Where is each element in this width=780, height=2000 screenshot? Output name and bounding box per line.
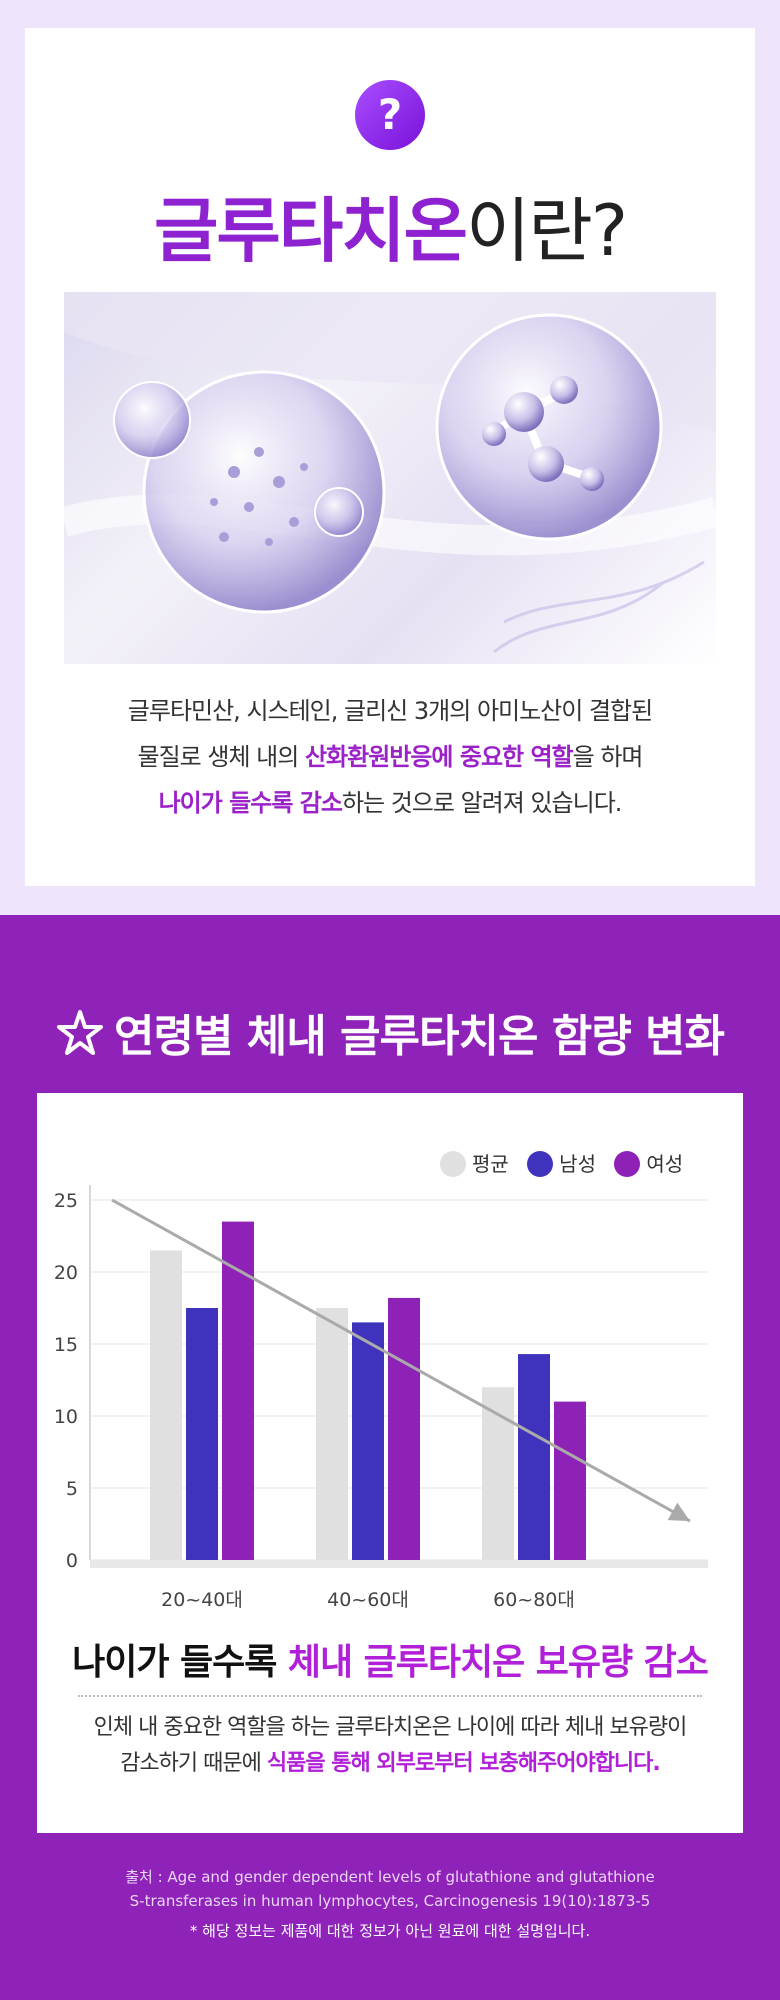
molecule-image <box>64 292 716 654</box>
note-line-2: 감소하기 때문에 식품을 통해 외부로부터 보충해주어야합니다. <box>0 1746 780 1782</box>
source-line-1: 출처 : Age and gender dependent levels of … <box>125 1868 655 1886</box>
legend-dot-male <box>527 1151 554 1177</box>
intro-line-2-highlight: 산화환원반응에 중요한 역할 <box>304 743 574 771</box>
page-title: 글루타치온이란? <box>0 175 780 276</box>
conclusion-highlight: 체내 글루타치온 보유량 감소 <box>287 1642 709 1683</box>
intro-line-2-post: 을 하며 <box>572 743 644 771</box>
intro-section: ? 글루타치온이란? <box>0 0 780 915</box>
intro-line-3: 나이가 들수록 감소하는 것으로 알려져 있습니다. <box>0 780 780 826</box>
legend-item-avg: 평균 <box>440 1148 509 1177</box>
intro-line-3-highlight: 나이가 들수록 감소 <box>158 789 343 817</box>
section-title: 연령별 체내 글루타치온 함량 변화 <box>0 1000 780 1064</box>
note-line-1: 인체 내 중요한 역할을 하는 글루타치온은 나이에 따라 체내 보유량이 <box>93 1715 688 1740</box>
star-icon <box>57 1010 103 1055</box>
legend-label-female: 여성 <box>646 1152 684 1176</box>
question-mark-icon: ? <box>355 80 425 150</box>
conclusion-pre: 나이가 들수록 <box>72 1642 288 1683</box>
legend-dot-avg <box>440 1151 466 1177</box>
intro-line-3-post: 하는 것으로 알려져 있습니다. <box>341 789 622 817</box>
legend-item-female: 여성 <box>614 1148 683 1177</box>
legend-label-avg: 평균 <box>472 1152 509 1176</box>
source-citation: 출처 : Age and gender dependent levels of … <box>0 1865 780 1913</box>
source-line-2: S-transferases in human lymphocytes, Car… <box>129 1892 651 1910</box>
chart-note: 인체 내 중요한 역할을 하는 글루타치온은 나이에 따라 체내 보유량이 감소… <box>0 1710 780 1782</box>
note-line-2-highlight: 식품을 통해 외부로부터 보충해주어야합니다. <box>266 1751 661 1776</box>
chart-legend: 평균 남성 여성 <box>440 1148 695 1177</box>
intro-description: 글루타민산, 시스테인, 글리신 3개의 아미노산이 결합된 물질로 생체 내의… <box>0 688 780 826</box>
section-title-text: 연령별 체내 글루타치온 함량 변화 <box>114 1011 725 1062</box>
note-line-2-pre: 감소하기 때문에 <box>120 1751 267 1776</box>
intro-line-2: 물질로 생체 내의 산화환원반응에 중요한 역할을 하며 <box>0 734 780 780</box>
molecule-illustration <box>64 292 716 664</box>
legend-item-male: 남성 <box>527 1148 596 1177</box>
chart-conclusion: 나이가 들수록 체내 글루타치온 보유량 감소 <box>0 1633 780 1685</box>
legend-dot-female <box>614 1151 641 1177</box>
intro-line-1: 글루타민산, 시스테인, 글리신 3개의 아미노산이 결합된 <box>127 697 653 725</box>
legend-label-male: 남성 <box>559 1152 596 1176</box>
title-rest: 이란? <box>466 190 628 272</box>
title-accent: 글루타치온 <box>154 190 468 272</box>
dotted-divider <box>78 1695 702 1697</box>
disclaimer: * 해당 정보는 제품에 대한 정보가 아닌 원료에 대한 설명입니다. <box>189 1922 591 1940</box>
intro-line-2-pre: 물질로 생체 내의 <box>137 743 305 771</box>
